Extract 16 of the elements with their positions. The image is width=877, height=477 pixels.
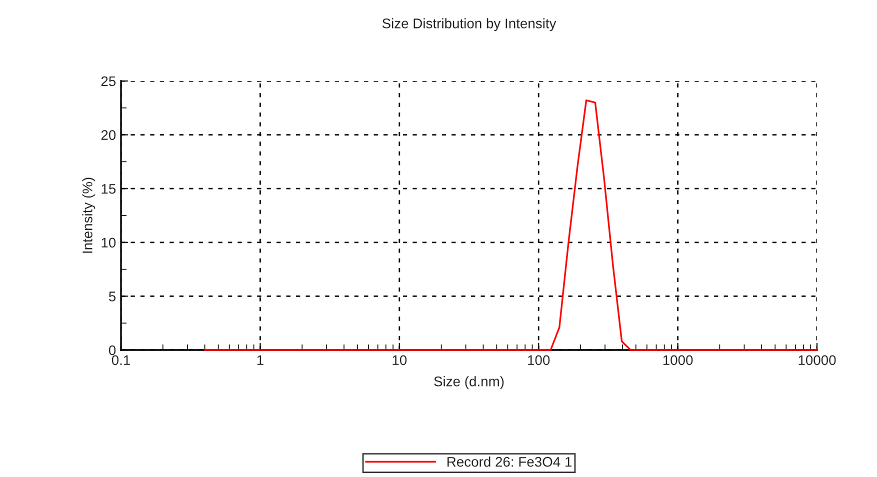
y-tick-label: 25	[101, 76, 116, 86]
legend-label: Record 26: Fe3O4 1	[448, 456, 572, 467]
y-tick-label: 0	[108, 345, 116, 356]
y-tick-label: 5	[108, 292, 116, 302]
x-tick-label: 1	[257, 355, 264, 365]
y-tick-label: 15	[102, 184, 116, 194]
x-axis-title: Size (d.nm)	[434, 376, 504, 390]
x-tick-label: 10000	[798, 355, 836, 366]
y-axis-title: Intensity (%)	[82, 178, 96, 253]
y-tick-label: 10	[102, 238, 116, 248]
x-tick-label: 100	[528, 355, 550, 366]
chart-title: Size Distribution by Intensity	[382, 18, 556, 32]
y-tick-label: 20	[101, 130, 116, 140]
x-tick-label: 10	[392, 355, 407, 366]
x-tick-label: 0.1	[112, 355, 130, 366]
x-tick-label: 1000	[663, 355, 693, 366]
